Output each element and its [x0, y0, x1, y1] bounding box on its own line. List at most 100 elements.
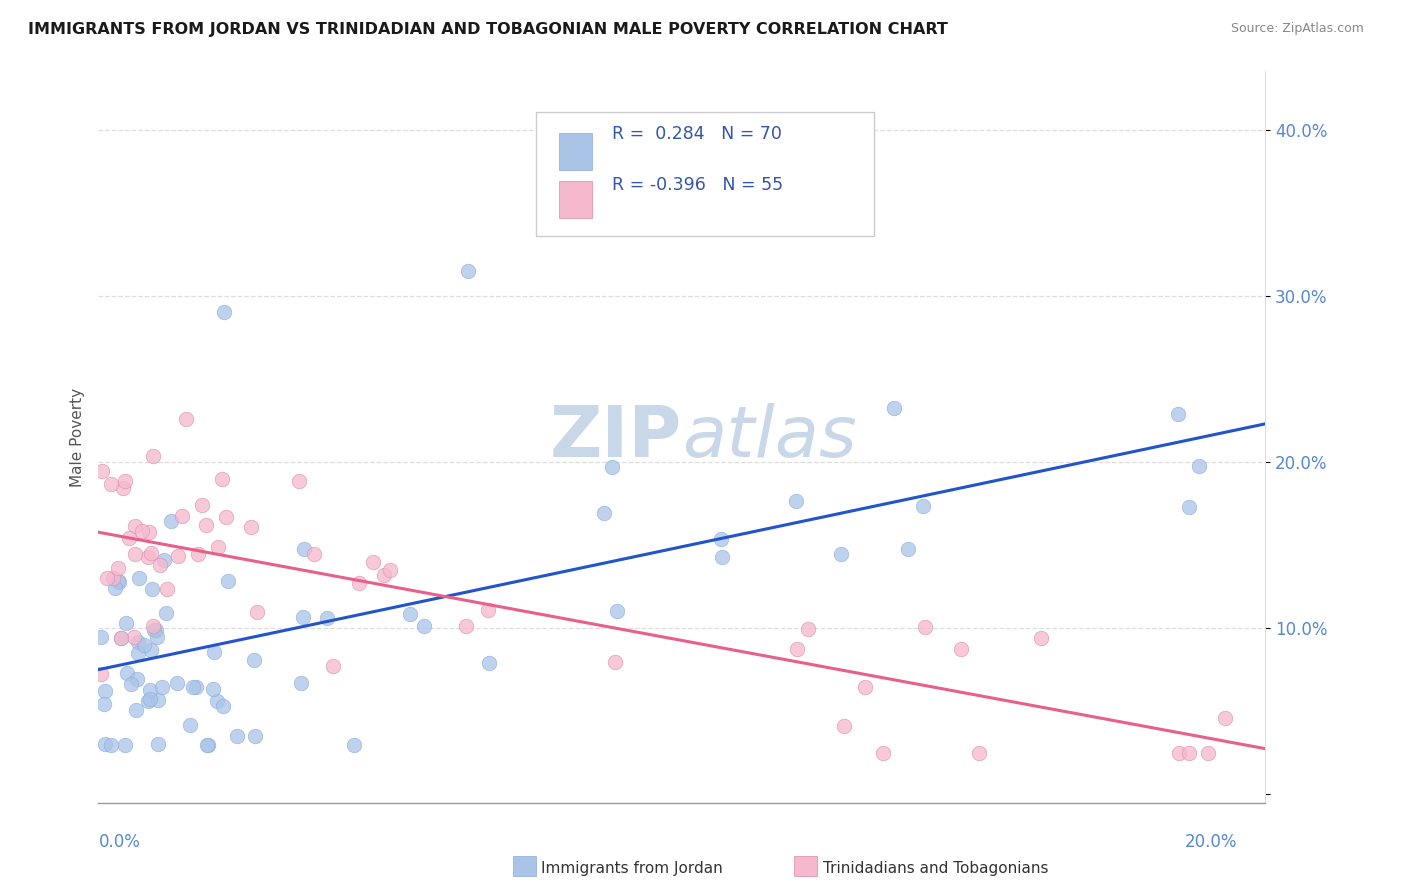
- Point: [139, 546, 162, 560]
- Point: [1029, 631, 1052, 645]
- Point: [110, 632, 132, 646]
- Point: [139, 683, 162, 698]
- Point: [160, 514, 183, 528]
- Point: [456, 618, 478, 632]
- Point: [90, 666, 112, 681]
- Point: [172, 508, 194, 523]
- Point: [120, 676, 142, 690]
- Point: [136, 550, 159, 565]
- Point: [243, 730, 266, 744]
- Point: [141, 582, 163, 597]
- Point: [184, 680, 207, 694]
- Point: [197, 738, 219, 752]
- Point: [363, 555, 385, 569]
- Point: [128, 572, 150, 586]
- Point: [114, 738, 136, 752]
- Point: [316, 610, 339, 624]
- Point: [711, 550, 734, 565]
- Point: [883, 401, 905, 415]
- Point: [914, 619, 936, 633]
- Point: [288, 475, 311, 489]
- Point: [246, 605, 269, 619]
- Point: [179, 718, 201, 732]
- Point: [174, 412, 197, 426]
- Point: [153, 553, 176, 567]
- Text: Immigrants from Jordan: Immigrants from Jordan: [541, 861, 723, 876]
- Point: [292, 541, 315, 556]
- Point: [115, 615, 138, 630]
- Point: [141, 619, 163, 633]
- Point: [96, 571, 118, 585]
- Point: [195, 738, 218, 752]
- Point: [201, 681, 224, 696]
- Point: [1188, 459, 1211, 474]
- Point: [166, 549, 188, 563]
- Point: [104, 581, 127, 595]
- Point: [110, 631, 132, 645]
- Point: [872, 746, 894, 760]
- Point: [117, 531, 139, 545]
- Text: Source: ZipAtlas.com: Source: ZipAtlas.com: [1230, 22, 1364, 36]
- Point: [239, 519, 262, 533]
- Point: [606, 604, 628, 618]
- Point: [127, 635, 149, 649]
- Point: [127, 673, 149, 687]
- Point: [214, 509, 236, 524]
- Point: [785, 494, 807, 508]
- Point: [146, 630, 169, 644]
- Point: [226, 730, 249, 744]
- Point: [136, 694, 159, 708]
- Point: [797, 622, 820, 636]
- Point: [127, 647, 149, 661]
- Point: [322, 659, 344, 673]
- Point: [181, 680, 204, 694]
- Point: [211, 473, 233, 487]
- FancyBboxPatch shape: [536, 112, 875, 235]
- Point: [897, 542, 920, 557]
- Point: [378, 563, 401, 577]
- Point: [124, 518, 146, 533]
- Point: [593, 506, 616, 520]
- Point: [142, 449, 165, 463]
- Point: [205, 694, 228, 708]
- Point: [155, 606, 177, 620]
- Point: [91, 464, 114, 478]
- Point: [150, 680, 173, 694]
- Text: 20.0%: 20.0%: [1184, 833, 1237, 851]
- Point: [149, 558, 172, 572]
- Point: [373, 568, 395, 582]
- Point: [146, 693, 169, 707]
- Point: [124, 703, 146, 717]
- Point: [145, 623, 167, 637]
- Point: [90, 630, 112, 644]
- Point: [911, 499, 934, 513]
- Point: [217, 574, 239, 588]
- Point: [142, 623, 165, 637]
- Text: R =  0.284   N = 70: R = 0.284 N = 70: [612, 125, 782, 143]
- Text: IMMIGRANTS FROM JORDAN VS TRINIDADIAN AND TOBAGONIAN MALE POVERTY CORRELATION CH: IMMIGRANTS FROM JORDAN VS TRINIDADIAN AN…: [28, 22, 948, 37]
- Point: [166, 676, 188, 690]
- Point: [710, 533, 733, 547]
- Point: [108, 575, 131, 590]
- Point: [477, 603, 499, 617]
- Point: [111, 481, 134, 495]
- Text: R = -0.396   N = 55: R = -0.396 N = 55: [612, 176, 783, 194]
- Point: [100, 476, 122, 491]
- Point: [94, 684, 117, 698]
- Point: [156, 582, 179, 596]
- Point: [101, 572, 124, 586]
- Point: [830, 547, 852, 561]
- Point: [1197, 746, 1219, 760]
- Point: [207, 540, 229, 554]
- Point: [212, 305, 235, 319]
- Point: [107, 574, 129, 588]
- Point: [290, 676, 312, 690]
- Point: [139, 691, 162, 706]
- Point: [398, 607, 420, 621]
- Point: [343, 738, 366, 752]
- Point: [603, 655, 626, 669]
- Point: [194, 517, 217, 532]
- Point: [212, 698, 235, 713]
- Point: [786, 641, 808, 656]
- Point: [1213, 711, 1236, 725]
